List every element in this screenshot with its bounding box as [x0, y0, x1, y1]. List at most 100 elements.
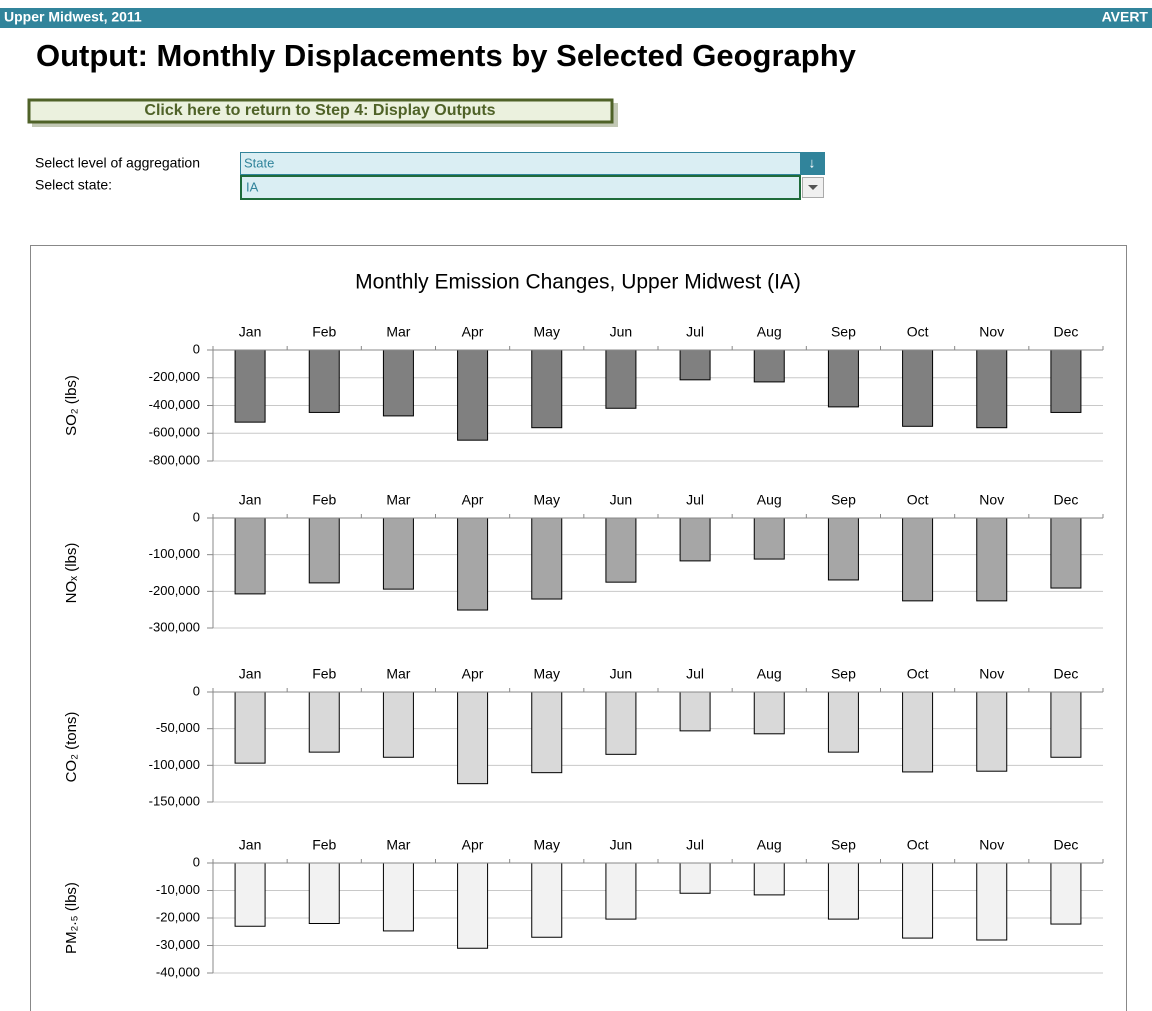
x-tick-label: Jul	[686, 666, 704, 682]
x-tick-label: Oct	[907, 492, 929, 508]
bar	[531, 691, 563, 774]
x-tick-label: Aug	[757, 666, 782, 682]
dropdown-field[interactable]	[240, 152, 801, 175]
arrow-icon: ↓	[809, 155, 816, 171]
return-button[interactable]: Click here to return to Step 4: Display …	[27, 98, 618, 127]
y-tick-label: 0	[193, 854, 200, 869]
y-tick-label: -400,000	[149, 397, 200, 412]
page-heading: Output: Monthly Displacements by Selecte…	[36, 38, 857, 73]
x-tick-label: Apr	[462, 666, 484, 682]
x-tick-label: Jul	[686, 324, 704, 340]
bar	[679, 862, 711, 894]
x-tick-label: Aug	[757, 324, 782, 340]
x-tick-label: Dec	[1053, 324, 1078, 340]
state-dropdown[interactable]: IA	[240, 175, 824, 200]
bar	[827, 691, 859, 753]
bar	[1050, 691, 1082, 758]
bar	[531, 862, 563, 938]
x-tick-label: Jun	[610, 837, 633, 853]
x-tick-label: Oct	[907, 837, 929, 853]
x-tick-label: Mar	[386, 666, 410, 682]
x-tick-label: Apr	[462, 492, 484, 508]
x-tick-label: Mar	[386, 837, 410, 853]
bar	[382, 691, 414, 758]
x-tick-label: Sep	[831, 492, 856, 508]
y-axis-label: NOₓ (lbs)	[63, 543, 80, 604]
bar	[679, 517, 711, 562]
x-tick-label: Oct	[907, 666, 929, 682]
x-tick-label: Jan	[239, 324, 262, 340]
x-tick-label: Nov	[979, 324, 1004, 340]
x-tick-label: Dec	[1053, 492, 1078, 508]
x-tick-label: Aug	[757, 837, 782, 853]
bar	[234, 691, 266, 764]
bar	[827, 517, 859, 581]
dropdown-field[interactable]	[240, 175, 801, 200]
y-tick-label: -100,000	[149, 757, 200, 772]
x-tick-label: Apr	[462, 324, 484, 340]
y-axis-label: SO₂ (lbs)	[63, 375, 80, 436]
bar	[457, 349, 489, 441]
x-tick-label: Oct	[907, 324, 929, 340]
x-tick-label: Jun	[610, 492, 633, 508]
button-label[interactable]: Click here to return to Step 4: Display …	[144, 102, 495, 119]
bar	[457, 691, 489, 785]
control-label: Select level of aggregation	[35, 155, 200, 171]
bar	[902, 691, 934, 773]
y-tick-label: -800,000	[149, 452, 200, 467]
bar	[605, 691, 637, 755]
bar	[605, 349, 637, 409]
x-tick-label: Dec	[1053, 837, 1078, 853]
y-tick-label: -50,000	[156, 720, 200, 735]
bar	[827, 349, 859, 408]
x-tick-label: May	[534, 492, 560, 508]
y-tick-label: -10,000	[156, 882, 200, 897]
bar	[605, 862, 637, 920]
x-tick-label: Aug	[757, 492, 782, 508]
bar	[531, 349, 563, 429]
header-bar	[0, 8, 1152, 28]
dropdown-value[interactable]: State	[244, 155, 274, 170]
bar	[308, 349, 340, 413]
x-tick-label: Nov	[979, 837, 1004, 853]
x-tick-label: May	[534, 324, 560, 340]
dropdown-arrow[interactable]	[800, 152, 825, 175]
bar	[753, 862, 785, 896]
x-tick-label: Apr	[462, 837, 484, 853]
bar	[234, 349, 266, 423]
bar	[308, 691, 340, 753]
bar	[382, 862, 414, 932]
bar	[753, 691, 785, 735]
y-axis-label: CO₂ (tons)	[63, 712, 80, 783]
y-tick-label: -150,000	[149, 793, 200, 808]
x-tick-label: Mar	[386, 324, 410, 340]
aggregation-dropdown[interactable]: State ↓	[240, 152, 826, 175]
x-tick-label: Sep	[831, 324, 856, 340]
chart-title: Monthly Emission Changes, Upper Midwest …	[355, 271, 801, 294]
bar	[976, 691, 1008, 772]
bar	[976, 862, 1008, 941]
x-tick-label: Jan	[239, 666, 262, 682]
y-tick-label: -100,000	[149, 546, 200, 561]
x-tick-label: Jan	[239, 492, 262, 508]
y-tick-label: -300,000	[149, 619, 200, 634]
x-tick-label: Feb	[312, 492, 336, 508]
bar	[902, 517, 934, 602]
x-tick-label: Jun	[610, 666, 633, 682]
y-tick-label: -30,000	[156, 937, 200, 952]
y-tick-label: -200,000	[149, 583, 200, 598]
dropdown-caret	[808, 185, 818, 190]
bar	[976, 349, 1008, 429]
bar	[827, 862, 859, 920]
bar	[531, 517, 563, 600]
y-tick-label: 0	[193, 341, 200, 356]
dropdown-value[interactable]: IA	[246, 179, 259, 194]
x-tick-label: Feb	[312, 837, 336, 853]
button-box[interactable]	[27, 98, 614, 124]
control-label: Select state:	[35, 177, 112, 193]
bar	[753, 517, 785, 560]
bar	[605, 517, 637, 583]
bar	[1050, 349, 1082, 413]
